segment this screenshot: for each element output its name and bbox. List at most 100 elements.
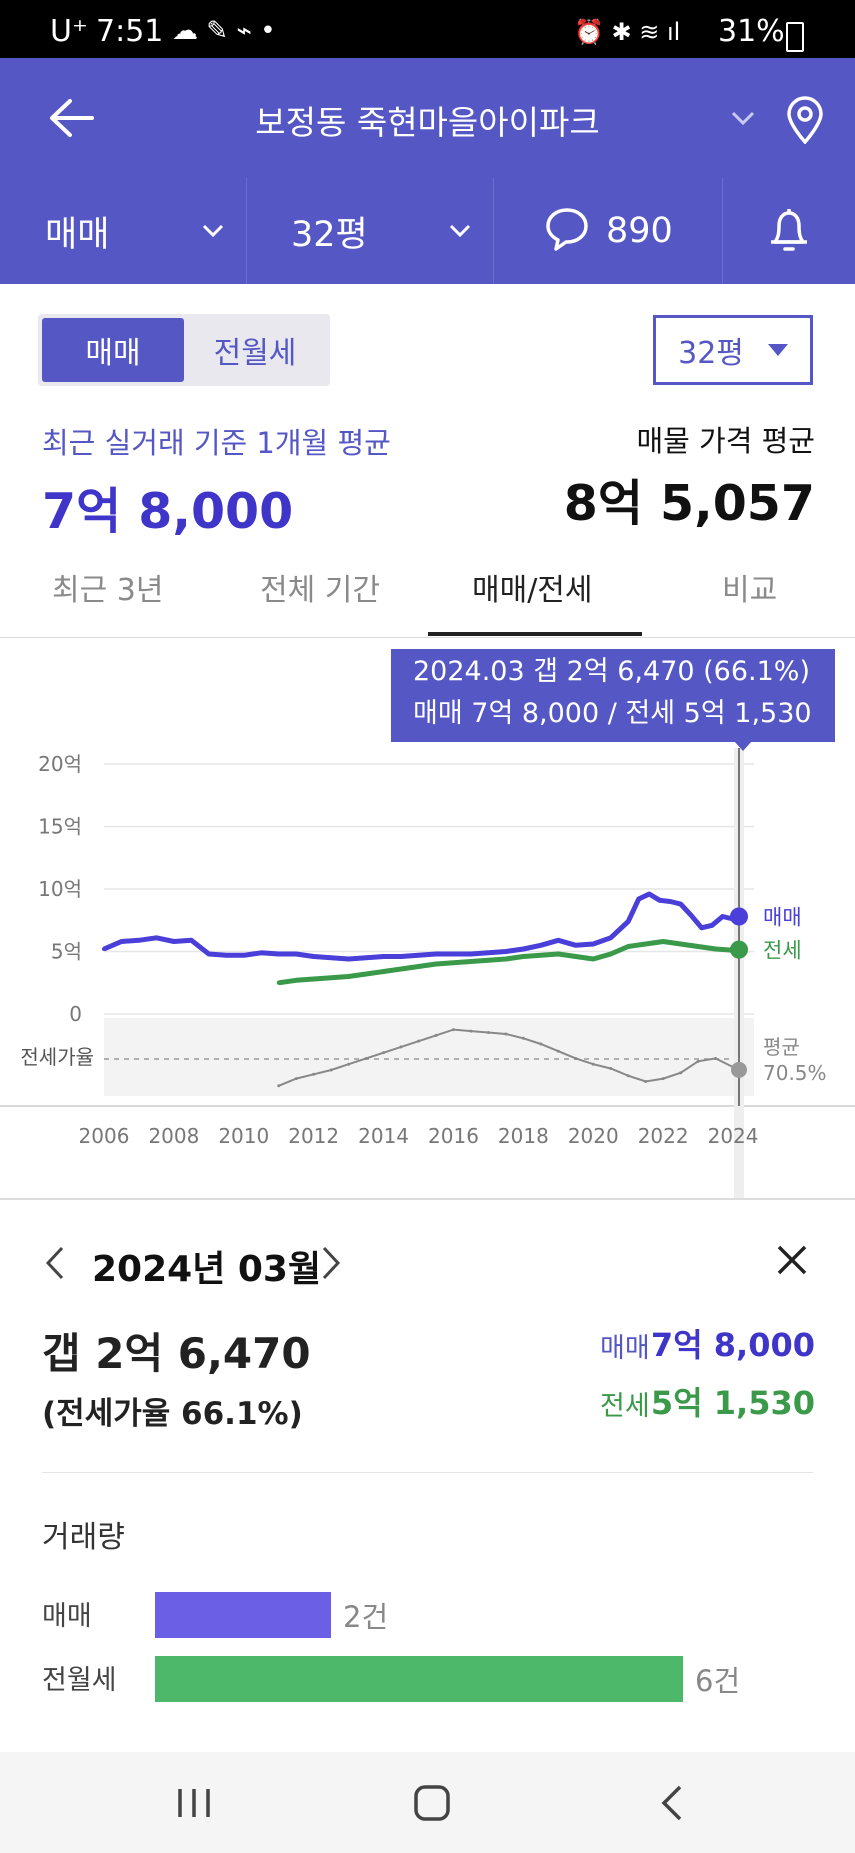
ratio-series-point xyxy=(644,1079,648,1083)
clock: 7:51 xyxy=(96,14,164,49)
ratio-series-point xyxy=(539,1042,543,1046)
series-point xyxy=(573,943,578,948)
x-tick-label: 2024 xyxy=(708,1124,759,1148)
detail-month: 2024년 03월 xyxy=(92,1249,322,1290)
tooltip-line-1: 2024.03 갭 2억 6,470 (66.1%) xyxy=(413,656,810,687)
chart-tooltip: 2024.03 갭 2억 6,470 (66.1%) 매매 7억 8,000 /… xyxy=(391,649,835,742)
toggle-rent[interactable]: 전월세 xyxy=(213,336,297,371)
close-icon[interactable] xyxy=(776,1244,808,1276)
size-select[interactable]: 32평 xyxy=(247,178,494,284)
series-point xyxy=(661,939,666,944)
ratio-series-point xyxy=(399,1045,403,1049)
ratio-endpoint-dot xyxy=(731,1061,747,1078)
system-icons: ⏰ ✱ ≋ ıl xyxy=(574,18,681,46)
ratio-series-point xyxy=(626,1074,630,1078)
chevron-left-icon[interactable] xyxy=(44,1246,66,1280)
notification-icons: ☁ ✎ ⌁ • xyxy=(172,16,276,46)
series-point xyxy=(486,958,491,963)
battery-icon xyxy=(786,22,804,52)
series-point xyxy=(626,919,631,924)
x-tick-label: 2018 xyxy=(498,1124,549,1148)
apartment-title[interactable]: 보정동 죽현마을아이파크 xyxy=(255,103,600,142)
series-point xyxy=(399,967,404,971)
toggle-sale[interactable]: 매매 xyxy=(42,318,184,382)
ratio-axis-label: 전세가율 xyxy=(20,1045,94,1069)
tab-all-period[interactable]: 전체 기간 xyxy=(260,573,380,608)
volume-count: 6건 xyxy=(695,1664,741,1698)
series-point xyxy=(503,949,508,954)
series-point xyxy=(468,952,473,956)
series-point xyxy=(657,898,662,903)
series-point xyxy=(329,955,334,960)
alert-button[interactable] xyxy=(723,178,855,284)
comments-button[interactable]: 890 xyxy=(494,178,723,284)
series-endpoint-dot xyxy=(730,907,748,926)
ratio-series-point xyxy=(714,1056,718,1060)
series-point xyxy=(689,913,694,918)
home-icon[interactable] xyxy=(413,1784,451,1822)
recent-avg-value: 7억 8,000 xyxy=(42,483,294,540)
carrier-label: U⁺ xyxy=(50,14,88,49)
series-point xyxy=(171,939,176,944)
series-point xyxy=(591,957,596,961)
trade-type-label: 매매 xyxy=(45,214,110,255)
location-pin-icon[interactable] xyxy=(786,96,824,144)
rent-ratio: (전세가율 66.1%) xyxy=(42,1396,303,1432)
avg-label: 평균 xyxy=(763,1035,800,1059)
series-point xyxy=(608,935,613,940)
back-arrow-icon[interactable] xyxy=(48,98,96,138)
series-point xyxy=(720,914,725,919)
ratio-series-point xyxy=(504,1032,508,1036)
ratio-series-line xyxy=(278,1028,740,1087)
trade-type-select[interactable]: 매매 xyxy=(0,178,247,284)
volume-title: 거래량 xyxy=(42,1520,125,1555)
series-point xyxy=(696,944,701,949)
active-tab-indicator xyxy=(428,632,642,636)
series-point xyxy=(346,957,351,961)
ratio-series-point xyxy=(329,1068,333,1072)
series-point xyxy=(399,954,404,959)
series-point xyxy=(102,947,106,951)
size-dropdown[interactable]: 32평 xyxy=(653,315,813,385)
ratio-series-point xyxy=(556,1049,560,1053)
tab-compare[interactable]: 비교 xyxy=(722,573,778,608)
recent-apps-icon[interactable] xyxy=(174,1786,214,1820)
size-dropdown-label: 32평 xyxy=(678,336,744,371)
tooltip-pointer xyxy=(734,741,752,751)
tab-recent-3y[interactable]: 최근 3년 xyxy=(52,573,164,608)
detail-sale-value: 7억 8,000 xyxy=(650,1326,815,1364)
y-tick-label: 10억 xyxy=(38,877,82,901)
ratio-series-point xyxy=(294,1077,298,1081)
series-point xyxy=(521,947,526,951)
series-point xyxy=(434,962,439,966)
app-header: 보정동 죽현마을아이파크 xyxy=(0,58,855,178)
tab-sale-rent[interactable]: 매매/전세 xyxy=(472,573,593,608)
x-tick-label: 2020 xyxy=(568,1124,619,1148)
price-chart[interactable]: 20억 15억 10억 5억 0 전세가율 평균 70.5% 매매 전세 2006 2008 2010 2… xyxy=(0,638,855,1198)
y-tick-label: 20억 xyxy=(38,752,82,776)
series-point xyxy=(224,953,229,958)
comment-count: 890 xyxy=(606,211,673,251)
chevron-down-icon[interactable] xyxy=(731,110,755,126)
series-point xyxy=(538,943,543,948)
series-point xyxy=(364,955,369,960)
series-point xyxy=(538,953,543,958)
x-tick-label: 2016 xyxy=(428,1124,479,1148)
ratio-series-point xyxy=(521,1036,525,1040)
series-point xyxy=(573,954,578,959)
recent-avg-label: 최근 실거래 기준 1개월 평균 xyxy=(42,426,391,460)
chevron-right-icon[interactable] xyxy=(320,1246,342,1280)
y-tick-label: 0 xyxy=(69,1002,82,1026)
back-nav-icon[interactable] xyxy=(658,1784,684,1822)
series-point xyxy=(468,959,473,964)
series-point xyxy=(294,978,299,983)
volume-count: 2건 xyxy=(343,1600,389,1634)
series-point xyxy=(668,899,673,904)
series-point xyxy=(276,952,281,956)
system-nav-bar xyxy=(0,1752,855,1853)
chevron-down-icon xyxy=(449,224,471,238)
listing-avg-label: 매물 가격 평균 xyxy=(636,424,815,458)
ratio-series-point xyxy=(417,1039,421,1043)
ratio-series-point xyxy=(609,1067,613,1071)
